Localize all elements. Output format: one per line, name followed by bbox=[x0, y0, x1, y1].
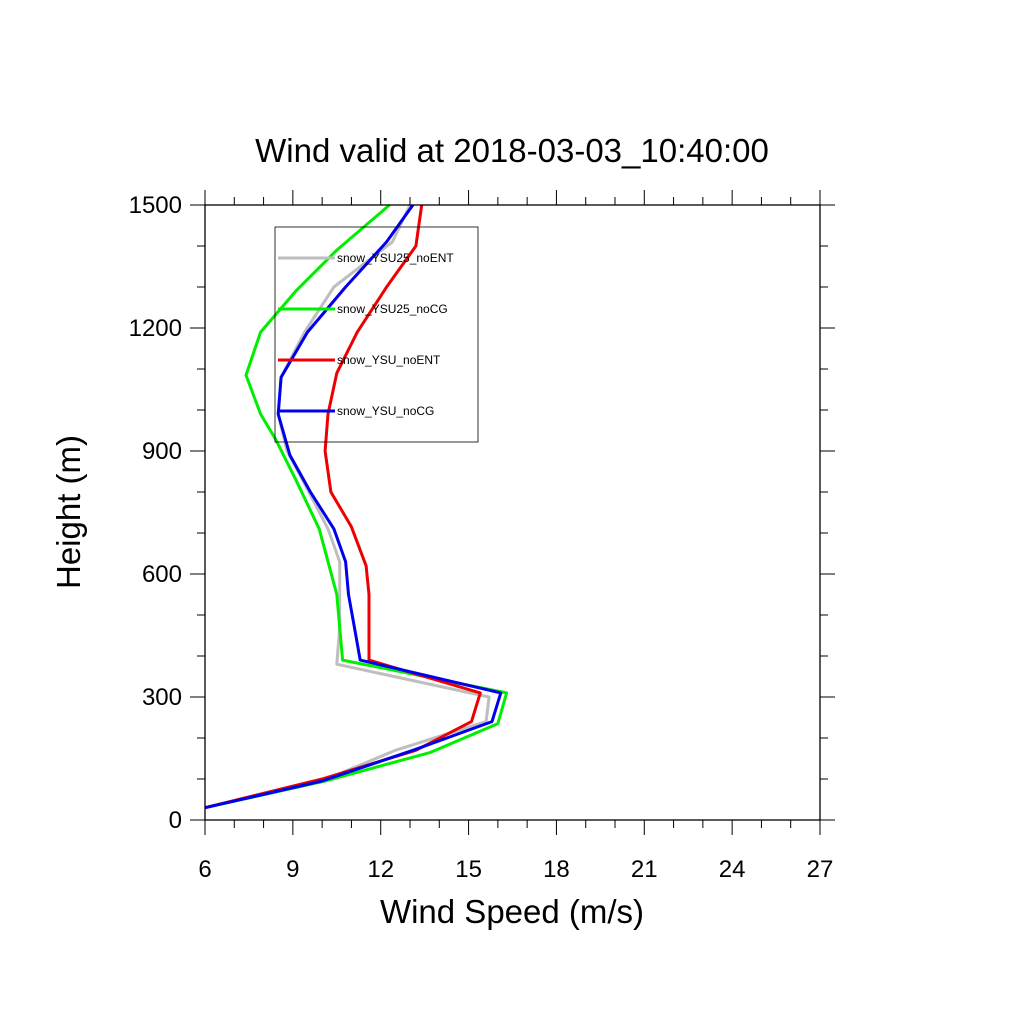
y-axis-label: Height (m) bbox=[50, 435, 87, 589]
y-tick-label: 1200 bbox=[129, 315, 182, 342]
series-line-1 bbox=[204, 204, 491, 810]
series-line-2 bbox=[204, 203, 509, 810]
legend-label: snow_YSU25_noENT bbox=[337, 251, 454, 265]
y-tick-label: 900 bbox=[142, 438, 182, 465]
legend-box bbox=[274, 226, 479, 443]
x-tick-label: 21 bbox=[631, 856, 658, 883]
x-tick-label: 9 bbox=[286, 856, 299, 883]
y-tick-label: 600 bbox=[142, 561, 182, 588]
x-tick-label: 27 bbox=[807, 856, 834, 883]
legend-label: snow_YSU_noCG bbox=[337, 404, 434, 418]
x-tick-label: 18 bbox=[543, 856, 570, 883]
series-line-4 bbox=[204, 204, 503, 810]
axis-ticks: 6 9 12 15 18 21 24 27 0 300 600 900 1200 1500 bbox=[129, 190, 835, 883]
x-tick-label: 6 bbox=[198, 856, 211, 883]
series-line-3 bbox=[204, 204, 482, 810]
legend-label: snow_YSU_noENT bbox=[337, 353, 441, 367]
x-tick-label: 15 bbox=[455, 856, 482, 883]
y-tick-label: 1500 bbox=[129, 192, 182, 219]
x-axis-label: Wind Speed (m/s) bbox=[380, 893, 644, 930]
series-layer bbox=[204, 203, 509, 810]
x-tick-label: 12 bbox=[367, 856, 394, 883]
y-tick-label: 0 bbox=[169, 807, 182, 834]
y-tick-label: 300 bbox=[142, 684, 182, 711]
legend: snow_YSU25_noENT snow_YSU25_noCG snow_YSU_… bbox=[274, 226, 479, 443]
chart-title: Wind valid at 2018-03-03_10:40:00 bbox=[255, 132, 769, 169]
plot-frame bbox=[204, 204, 821, 821]
x-tick-label: 24 bbox=[719, 856, 746, 883]
legend-label: snow_YSU25_noCG bbox=[337, 302, 448, 316]
